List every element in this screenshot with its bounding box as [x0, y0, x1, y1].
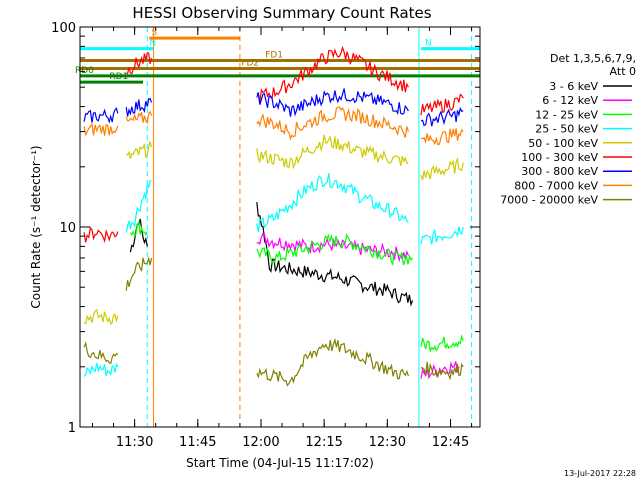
annotation-label-rd0-6: RD0 — [75, 66, 94, 76]
series-7-segment-2 — [125, 97, 153, 117]
legend-entry-label-9: 7000 - 20000 keV — [500, 194, 598, 207]
x-tick-label-3: 12:00 — [242, 435, 279, 450]
x-tick-label-4: 12:15 — [305, 435, 342, 450]
series-9-segment-3 — [256, 337, 409, 387]
legend-entry-label-7: 300 - 800 keV — [521, 165, 598, 178]
annotation-label-rd1-7: RD1 — [109, 72, 128, 82]
y-axis-label: Count Rate (s⁻¹ detector⁻¹) — [29, 145, 43, 308]
y-tick-label-2: 10 — [59, 221, 76, 236]
footer-timestamp: 13-Jul-2017 22:28 — [564, 469, 636, 478]
legend-entry-label-4: 25 - 50 keV — [535, 123, 598, 136]
series-6-segment-4 — [420, 93, 464, 116]
series-6-segment-2 — [126, 52, 153, 75]
series-8 — [83, 106, 464, 146]
legend-entry-label-3: 12 - 25 keV — [535, 108, 598, 121]
legend-entry-label-6: 100 - 300 keV — [521, 151, 598, 164]
series-8-segment-4 — [420, 128, 464, 146]
series-2-segment-2 — [420, 361, 460, 380]
series-9-segment-2 — [125, 256, 153, 291]
x-tick-label-5: 12:30 — [369, 435, 406, 450]
series-8-segment-3 — [256, 106, 409, 141]
series-8-segment-1 — [83, 122, 119, 137]
series-9 — [83, 256, 464, 387]
series-4-segment-2 — [125, 180, 152, 233]
series-2 — [256, 232, 460, 380]
series-3 — [129, 220, 464, 354]
series-4-segment-4 — [420, 226, 464, 245]
series-4 — [83, 172, 464, 377]
annotation-label-fd1-4: FD1 — [265, 50, 283, 60]
legend-entry-label-1: 3 - 6 keV — [549, 80, 598, 93]
series-5-segment-3 — [256, 134, 409, 170]
series-6-segment-1 — [83, 226, 119, 244]
legend-header-line-2: Att 0 — [610, 65, 636, 78]
series-4-segment-1 — [83, 362, 119, 377]
x-tick-label-6: 12:45 — [432, 435, 469, 450]
series-7-segment-4 — [420, 106, 464, 127]
chart-title: HESSI Observing Summary Count Rates — [132, 4, 431, 22]
legend-entry-label-8: 800 - 7000 keV — [514, 179, 598, 192]
series-7-segment-3 — [256, 88, 409, 117]
series-5-segment-4 — [420, 157, 464, 181]
annotation-label-n-3: N — [425, 39, 432, 49]
series-5 — [83, 134, 464, 326]
series-6-segment-3 — [256, 45, 409, 103]
series-9-segment-4 — [421, 361, 464, 381]
series-7-segment-1 — [83, 107, 119, 124]
plot-frame — [79, 26, 481, 428]
series-6 — [83, 45, 464, 244]
series-group — [83, 45, 464, 387]
annotation-label-fd2-5: FD2 — [241, 59, 259, 69]
series-5-segment-1 — [83, 308, 119, 326]
vertical-markers — [146, 27, 473, 427]
annotation-label-n-2: N — [149, 39, 156, 49]
series-2-segment-1 — [256, 232, 409, 263]
series-1-segment-2 — [256, 202, 414, 307]
y-tick-label-1: 1 — [68, 421, 76, 436]
series-7 — [83, 88, 464, 127]
legend-entry-label-2: 6 - 12 keV — [542, 94, 598, 107]
series-3-segment-2 — [256, 233, 414, 267]
series-3-segment-3 — [420, 334, 464, 354]
series-4-segment-3 — [256, 172, 409, 233]
series-9-segment-1 — [83, 340, 119, 365]
series-3-segment-1 — [129, 220, 148, 238]
axis-ticks: 11:30 11:45 12:00 12:15 12:30 12:45 1 10 100 — [51, 21, 480, 450]
series-8-segment-2 — [125, 110, 153, 124]
x-axis-label: Start Time (04-Jul-15 11:17:02) — [186, 456, 374, 470]
x-tick-label-2: 11:45 — [179, 435, 216, 450]
x-tick-label-1: 11:30 — [116, 435, 153, 450]
legend-entry-label-5: 50 - 100 keV — [528, 137, 598, 150]
y-tick-label-3: 100 — [51, 21, 76, 36]
series-5-segment-2 — [126, 141, 153, 159]
annotation-label-s-1: S — [151, 28, 157, 38]
legend-header-line-1: Det 1,3,5,6,7,9, — [550, 52, 636, 65]
